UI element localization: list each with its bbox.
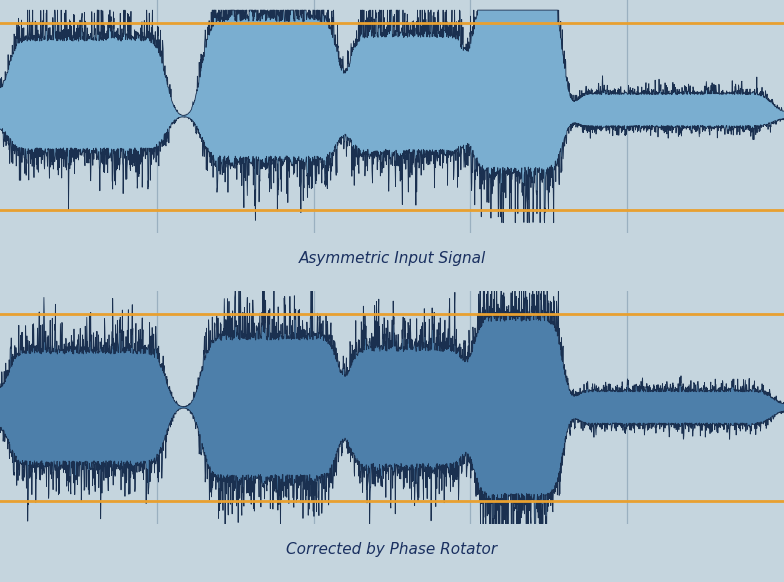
Text: Asymmetric Input Signal: Asymmetric Input Signal: [299, 251, 485, 267]
Text: Corrected by Phase Rotator: Corrected by Phase Rotator: [286, 542, 498, 558]
